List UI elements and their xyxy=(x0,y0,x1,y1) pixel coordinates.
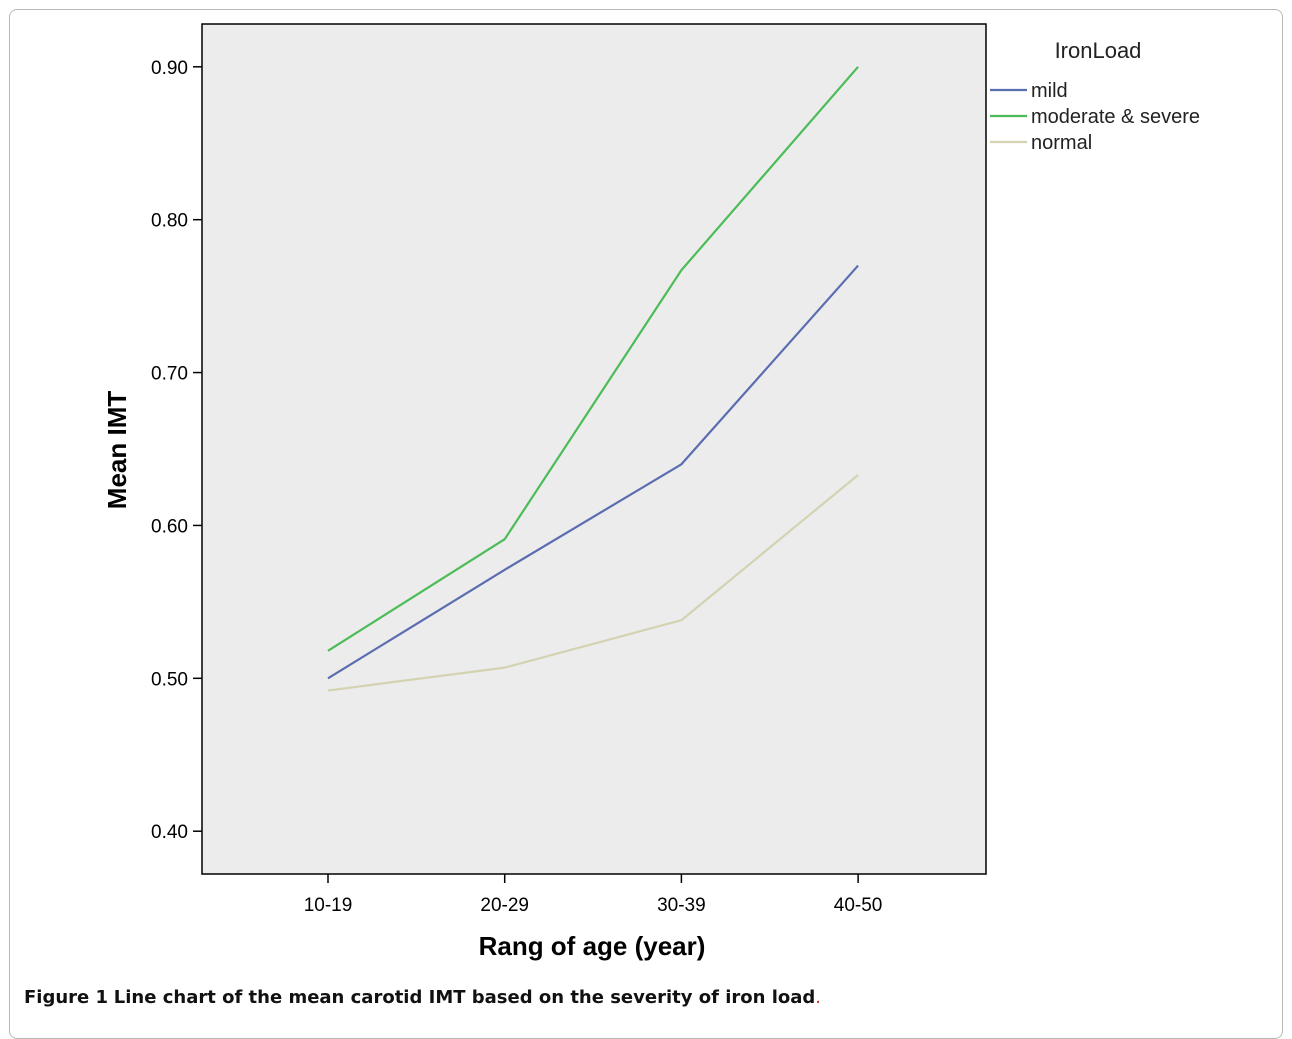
legend-title: IronLoad xyxy=(1055,38,1142,63)
caption-text: Line chart of the mean carotid IMT based… xyxy=(114,987,815,1008)
y-tick-label: 0.80 xyxy=(151,211,188,232)
x-axis-label: Rang of age (year) xyxy=(479,931,706,961)
x-tick-label: 20-29 xyxy=(480,895,529,916)
line-chart: 0.40 0.50 0.60 0.70 0.80 0.90 10-19 20-29 30-39… xyxy=(0,0,1292,980)
y-axis-label: Mean IMT xyxy=(102,391,132,510)
caption-label: Figure 1 xyxy=(24,987,108,1008)
x-tick-label: 40-50 xyxy=(834,895,883,916)
y-tick-label: 0.60 xyxy=(151,516,188,537)
legend-label: moderate & severe xyxy=(1031,106,1200,128)
legend-label: normal xyxy=(1031,132,1092,154)
x-tick-label: 10-19 xyxy=(304,895,353,916)
y-tick-label: 0.90 xyxy=(151,58,188,79)
y-tick-label: 0.50 xyxy=(151,669,188,690)
caption-period: . xyxy=(815,987,821,1008)
legend-label: mild xyxy=(1031,80,1068,102)
plot-area xyxy=(202,24,986,874)
y-axis: 0.40 0.50 0.60 0.70 0.80 0.90 xyxy=(151,58,202,843)
legend: IronLoad mild moderate & severe normal xyxy=(990,38,1200,154)
y-tick-label: 0.70 xyxy=(151,364,188,385)
x-tick-label: 30-39 xyxy=(657,895,706,916)
y-tick-label: 0.40 xyxy=(151,822,188,843)
figure-caption: Figure 1 Line chart of the mean carotid … xyxy=(24,987,821,1008)
x-axis: 10-19 20-29 30-39 40-50 xyxy=(304,874,883,916)
